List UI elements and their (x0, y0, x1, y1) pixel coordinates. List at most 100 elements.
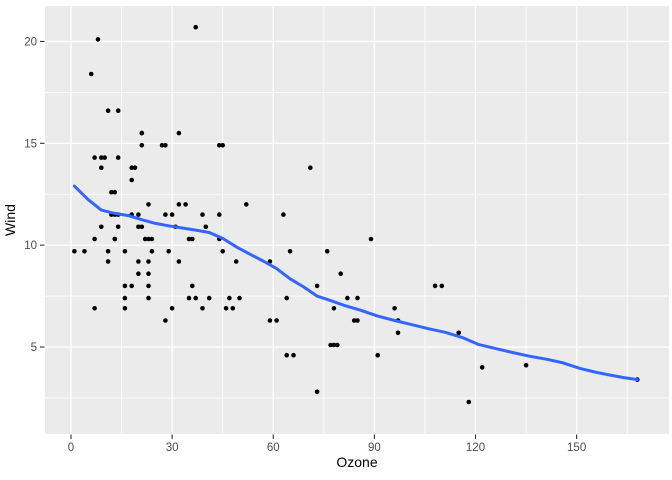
data-point (176, 202, 182, 207)
data-point (183, 202, 188, 207)
data-point (284, 295, 290, 301)
data-point (456, 330, 462, 336)
data-point (267, 318, 273, 323)
data-point (200, 306, 205, 311)
data-point (338, 271, 344, 277)
data-point (102, 155, 107, 160)
x-tick-label: 30 (166, 442, 179, 454)
data-point (193, 295, 198, 301)
data-point (146, 202, 151, 207)
data-point (308, 165, 313, 170)
data-point (105, 259, 111, 264)
data-point (95, 37, 101, 42)
data-point (244, 202, 249, 207)
data-point (163, 143, 168, 148)
data-point (169, 306, 175, 311)
data-point (136, 212, 141, 217)
data-point (163, 318, 168, 323)
data-point (217, 143, 222, 148)
x-tick-label: 60 (267, 442, 280, 454)
data-point (132, 165, 138, 170)
data-point (99, 155, 104, 160)
x-tick-label: 120 (466, 442, 485, 454)
data-point (146, 259, 151, 264)
data-point (129, 283, 134, 289)
data-point (355, 295, 360, 301)
data-point (122, 283, 128, 289)
data-point (335, 342, 340, 348)
data-point (328, 342, 333, 348)
data-point (193, 24, 198, 30)
data-point (122, 249, 128, 254)
data-point (284, 352, 290, 358)
data-point (109, 189, 114, 195)
data-point (479, 365, 485, 370)
data-point (220, 143, 225, 148)
data-point (166, 249, 171, 254)
data-point (122, 295, 128, 301)
data-point (129, 177, 134, 183)
data-point (139, 143, 145, 148)
data-point (129, 165, 134, 170)
data-point (190, 236, 195, 242)
data-point (324, 249, 330, 254)
data-point (355, 318, 360, 323)
data-point (392, 306, 397, 311)
data-point (523, 363, 529, 368)
y-tick-label: 20 (24, 36, 37, 48)
x-tick-label: 0 (68, 442, 74, 454)
data-point (331, 306, 337, 311)
data-point (72, 249, 77, 254)
data-point (92, 306, 97, 311)
grid-major-lines (45, 6, 669, 434)
data-point (233, 259, 239, 264)
data-point (190, 283, 195, 289)
data-point (220, 249, 225, 254)
x-tick-label: 150 (567, 442, 586, 454)
x-axis-title: Ozone (336, 454, 377, 470)
data-point (149, 236, 155, 242)
data-point (176, 130, 182, 136)
data-point (115, 224, 121, 230)
data-point (163, 212, 168, 217)
data-point (237, 295, 242, 301)
data-point (142, 236, 148, 242)
data-point (331, 342, 337, 348)
data-point (159, 143, 165, 148)
data-point (217, 212, 222, 217)
data-point (115, 108, 121, 113)
data-point (122, 306, 128, 311)
data-point (99, 224, 104, 230)
data-point (136, 224, 141, 230)
data-point (105, 249, 111, 254)
data-point (274, 318, 279, 323)
data-point (92, 236, 97, 242)
data-point (287, 249, 293, 254)
data-point (375, 352, 381, 358)
data-point (115, 155, 121, 160)
y-tick-label: 15 (24, 138, 37, 150)
data-point (351, 318, 357, 323)
data-point (314, 389, 320, 395)
data-point (200, 212, 205, 217)
data-point (92, 155, 97, 160)
data-point (432, 283, 438, 289)
data-point (314, 283, 320, 289)
data-point (139, 130, 145, 136)
data-point (395, 330, 401, 336)
data-point (146, 283, 151, 289)
data-point (230, 306, 236, 311)
y-tick-label: 5 (31, 342, 37, 354)
data-point (345, 295, 350, 301)
axis-tick-marks (40, 40, 578, 439)
x-tick-label: 90 (368, 442, 381, 454)
data-point (439, 283, 445, 289)
y-tick-label: 10 (24, 240, 37, 252)
data-point (146, 271, 151, 277)
y-axis-title: Wind (2, 204, 18, 236)
smooth-line-path (72, 184, 639, 382)
data-point (176, 259, 182, 264)
data-point (112, 236, 118, 242)
